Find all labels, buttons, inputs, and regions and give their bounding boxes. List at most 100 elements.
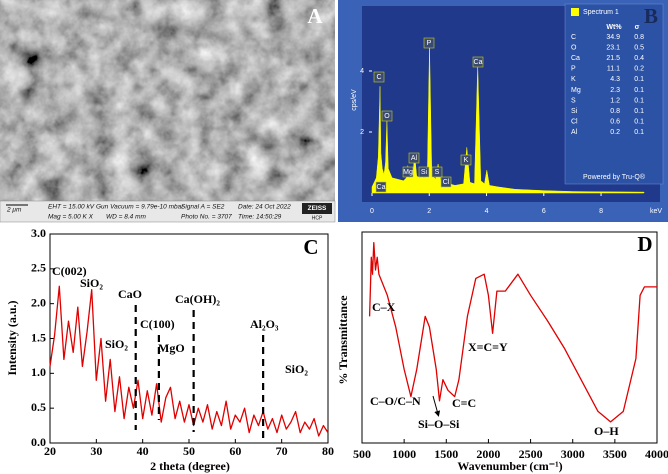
peak-label-box — [423, 37, 435, 49]
y-tick-label: 2 — [360, 129, 364, 136]
element-name: Cl — [571, 119, 578, 126]
panel-label: D — [637, 232, 652, 256]
table-value: 0.6 — [610, 119, 620, 126]
column-header: Wt% — [606, 24, 622, 31]
peak-label-box — [472, 56, 484, 68]
peak-label-box — [402, 166, 414, 178]
legend-swatch — [571, 8, 579, 16]
table-value: 0.1 — [634, 97, 644, 104]
table-value: 0.5 — [634, 44, 644, 51]
element-name: P — [571, 66, 576, 73]
y-tick-label: 1.5 — [31, 330, 46, 344]
info-text: Mag = 5.00 K X — [48, 214, 94, 221]
x-axis-label: 2 theta (degree) — [150, 459, 230, 473]
x-tick-label: 6 — [542, 208, 546, 215]
band-annotation: O–H — [594, 424, 619, 438]
peak-annotation: CaO — [118, 287, 142, 301]
x-tick-label: 60 — [229, 444, 241, 458]
peak-label-box — [373, 71, 385, 83]
x-tick-label: 50 — [183, 444, 195, 458]
x-tick-label: 80 — [322, 444, 334, 458]
x-axis-label: keV — [650, 208, 662, 215]
sem-image — [0, 0, 335, 201]
peak-label-box — [375, 181, 387, 193]
peak-label: S — [435, 169, 440, 176]
x-tick-label: 70 — [276, 444, 288, 458]
panel-label: B — [644, 4, 658, 28]
x-tick-label: 4000 — [645, 447, 668, 461]
peak-annotation: C(002) — [52, 264, 87, 278]
legend-footer: Powered by Tru-Q® — [583, 173, 646, 181]
peak-label: Ca — [377, 184, 386, 191]
scale-label: 2 μm — [6, 207, 22, 214]
peak-annotation: Al₂O₃ — [250, 317, 279, 331]
data-line — [368, 241, 657, 423]
element-name: Si — [571, 108, 578, 115]
info-bar — [0, 200, 336, 223]
band-annotation: Si–O–Si — [418, 417, 460, 431]
element-name: S — [571, 97, 576, 104]
info-text: WD = 8.4 mm — [106, 214, 146, 221]
peak-label-box — [440, 176, 452, 188]
table-value: 0.1 — [634, 76, 644, 83]
peak-annotation: MgO — [158, 341, 185, 355]
element-name: Ca — [571, 55, 580, 62]
table-value: 0.8 — [634, 34, 644, 41]
peak-label-box — [408, 152, 420, 164]
logo: ZEISS — [308, 205, 327, 212]
chart-layer: 0 2 4 6 8 2 4 B 20 30 40 50 60 70 80 0.0 0.5 1.0 1.5 2.0 2.5… — [5, 4, 668, 473]
table-value: 0.1 — [634, 129, 644, 136]
band-annotation: C=C — [452, 396, 476, 410]
info-text: Time: 14:50:29 — [238, 214, 282, 221]
peak-annotation: Ca(OH)₂ — [175, 292, 220, 306]
info-text: Signal A = SE2 — [181, 204, 225, 211]
info-text: Gun Vacuum = 9.79e-10 mbar — [96, 204, 184, 211]
peak-label-box — [418, 166, 430, 178]
x-tick-label: 40 — [137, 444, 149, 458]
info-text: Photo No. = 3707 — [181, 214, 232, 221]
x-tick-label: 0 — [370, 208, 374, 215]
eds-legend-panel — [564, 3, 664, 185]
y-tick-label: 3.0 — [31, 226, 46, 240]
y-axis-label: cps/eV — [351, 89, 358, 111]
annotation-arrow — [432, 395, 441, 417]
peak-annotation: SiO₂ — [80, 276, 103, 290]
x-tick-label: 3500 — [603, 447, 627, 461]
info-text: EHT = 15.00 kV — [48, 204, 95, 211]
logo-sub: HCP — [312, 215, 323, 221]
band-annotation: C–X — [372, 300, 396, 314]
x-tick-label: 3000 — [561, 447, 585, 461]
peak-label: Ca — [474, 59, 483, 66]
table-value: 21.5 — [606, 55, 620, 62]
x-tick-label: 2000 — [476, 447, 500, 461]
panel-label: A — [307, 4, 323, 28]
y-tick-label: 0.0 — [31, 435, 46, 449]
y-tick-label: 4 — [360, 68, 364, 75]
table-value: 0.1 — [634, 108, 644, 115]
element-name: C — [571, 34, 576, 41]
table-value: 23.1 — [606, 44, 620, 51]
peak-label: C — [376, 74, 381, 81]
table-value: 11.1 — [607, 66, 620, 73]
x-tick-label: 2 — [427, 208, 431, 215]
x-tick-label: 4 — [485, 208, 489, 215]
peak-label: Cl — [443, 179, 450, 186]
x-tick-label: 1000 — [392, 447, 416, 461]
peak-annotation: SiO₂ — [285, 362, 308, 376]
band-annotation: C–O/C–N — [370, 394, 421, 408]
x-tick-label: 20 — [44, 444, 56, 458]
table-value: 34.9 — [606, 34, 620, 41]
peak-label: Mg — [403, 169, 413, 176]
element-name: Mg — [571, 87, 581, 94]
x-axis-label: Wavenumber (cm⁻¹) — [457, 459, 562, 473]
element-name: Al — [571, 129, 578, 136]
table-value: 0.4 — [634, 55, 644, 62]
y-axis-label: Intensity (a.u.) — [5, 300, 19, 375]
xrd-frame — [49, 233, 329, 444]
x-tick-label: 30 — [90, 444, 102, 458]
y-tick-label: 0.5 — [31, 400, 46, 414]
peak-label-box — [460, 154, 472, 166]
band-annotation: X=C=Y — [468, 340, 508, 354]
x-tick-label: 1500 — [434, 447, 458, 461]
